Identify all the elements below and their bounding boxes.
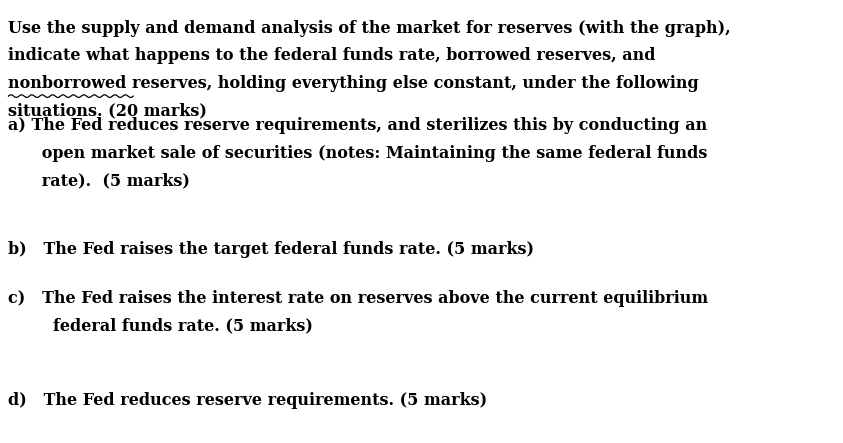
Text: rate).  (5 marks): rate). (5 marks)	[8, 172, 191, 189]
Text: open market sale of securities (notes: Maintaining the same federal funds: open market sale of securities (notes: M…	[8, 145, 708, 162]
Text: indicate what happens to the federal funds rate, borrowed reserves, and: indicate what happens to the federal fun…	[8, 47, 656, 64]
Text: c)   The Fed raises the interest rate on reserves above the current equilibrium: c) The Fed raises the interest rate on r…	[8, 290, 709, 307]
Text: federal funds rate. (5 marks): federal funds rate. (5 marks)	[8, 318, 314, 334]
Text: a) The Fed reduces reserve requirements, and sterilizes this by conducting an: a) The Fed reduces reserve requirements,…	[8, 117, 707, 134]
Text: nonborrowed reserves, holding everything else constant, under the following: nonborrowed reserves, holding everything…	[8, 75, 699, 92]
Text: b)   The Fed raises the target federal funds rate. (5 marks): b) The Fed raises the target federal fun…	[8, 241, 534, 258]
Text: d)   The Fed reduces reserve requirements. (5 marks): d) The Fed reduces reserve requirements.…	[8, 392, 487, 409]
Text: Use the supply and demand analysis of the market for reserves (with the graph),: Use the supply and demand analysis of th…	[8, 20, 731, 37]
Text: situations. (20 marks): situations. (20 marks)	[8, 102, 207, 119]
